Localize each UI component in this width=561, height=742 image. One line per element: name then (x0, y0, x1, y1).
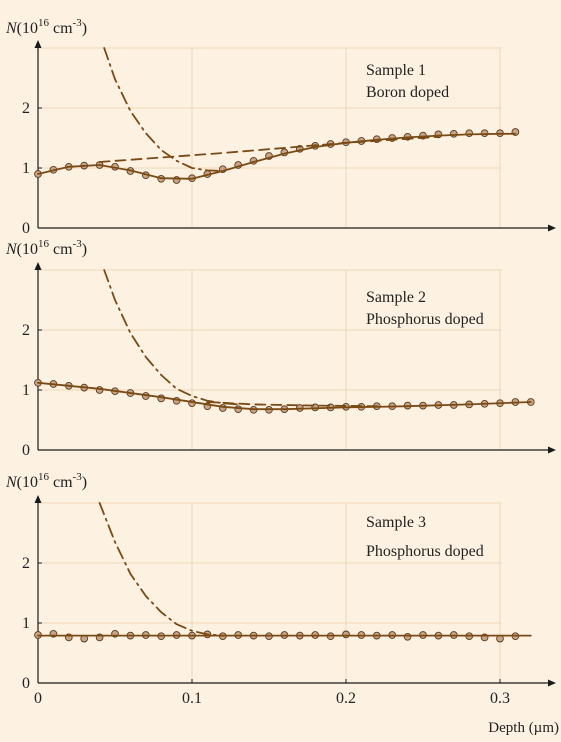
y-axis-arrow (34, 495, 42, 503)
dashdot-curve (103, 47, 224, 172)
x-tick-label: 0.1 (182, 690, 202, 707)
data-point (465, 129, 474, 138)
sample-annotation-line: Boron doped (366, 84, 449, 101)
y-tick-label: 0 (22, 220, 30, 237)
grid (38, 47, 502, 228)
data-markers (34, 378, 535, 414)
x-axis-arrow (548, 446, 556, 454)
y-axis-label: N(1016 cm-3) (5, 17, 87, 37)
dashdot-curve (103, 269, 240, 406)
chart-panel-1: 0 1 2 N(1016 cm-3) Sample 1 Boron doped (5, 17, 556, 237)
y-axis-label: N(1016 cm-3) (5, 238, 87, 258)
fit-curve (37, 132, 517, 180)
y-tick-label: 2 (22, 322, 30, 339)
y-tick-label: 0 (22, 442, 30, 459)
sample-annotation-line: Sample 2 (366, 289, 426, 306)
data-point (403, 632, 412, 641)
y-axis-arrow (34, 262, 42, 270)
y-axis-arrow (34, 40, 42, 48)
sample-annotation-line: Sample 1 (366, 62, 426, 79)
x-tick-label: 0 (34, 690, 42, 707)
x-axis-arrow (548, 679, 556, 687)
y-tick-label: 1 (22, 160, 30, 177)
y-tick-label: 1 (22, 615, 30, 632)
grid (38, 502, 502, 683)
data-point (342, 630, 350, 639)
x-tick-label: 0.2 (336, 690, 356, 707)
data-point (449, 129, 458, 138)
dashed-curve (98, 135, 440, 163)
y-tick-label: 2 (22, 100, 30, 117)
x-axis-arrow (548, 224, 556, 232)
sample-annotation-line: Sample 3 (366, 514, 426, 531)
x-tick-label: 0.3 (490, 690, 510, 707)
sample-annotation-line: Phosphorus doped (366, 543, 484, 560)
y-tick-label: 2 (22, 555, 30, 572)
grid (38, 269, 502, 450)
chart-panel-3: 0 1 2 N(1016 cm-3) Sample 3 Phosphorus doped 0… (5, 471, 559, 736)
x-axis-title: Depth (µm) (488, 720, 559, 736)
fit-curve (37, 381, 532, 411)
data-point (234, 405, 243, 414)
dashdot-curve (98, 502, 224, 637)
y-tick-label: 0 (22, 675, 30, 692)
sample-annotation-line: Phosphorus doped (366, 311, 484, 328)
y-tick-label: 1 (22, 382, 30, 399)
y-axis-label: N(1016 cm-3) (5, 471, 87, 491)
chart-panel-2: 0 1 2 N(1016 cm-3) Sample 2 Phosphorus doped (5, 238, 556, 459)
